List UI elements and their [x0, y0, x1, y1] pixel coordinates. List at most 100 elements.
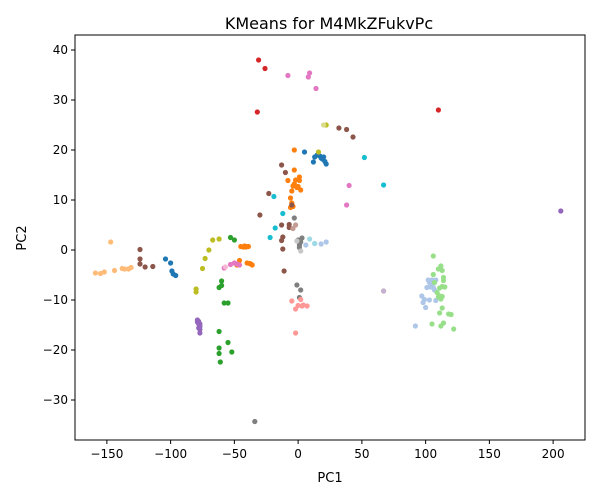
data-point — [254, 109, 260, 115]
data-point — [137, 246, 143, 253]
data-point — [442, 284, 448, 290]
cluster-0 — [162, 149, 329, 279]
data-point — [298, 248, 304, 254]
data-point — [256, 57, 262, 63]
data-point — [225, 300, 231, 306]
cluster-17 — [294, 238, 304, 254]
cluster-19 — [307, 236, 318, 247]
x-tick-label: −150 — [90, 447, 123, 461]
data-point — [137, 261, 143, 267]
data-point — [216, 236, 222, 242]
data-point — [412, 323, 418, 329]
data-point — [439, 305, 445, 311]
data-point — [267, 234, 273, 241]
cluster-18 — [321, 122, 327, 128]
data-point — [279, 222, 285, 228]
cluster-11 — [92, 239, 134, 277]
data-point — [217, 359, 223, 365]
y-axis: −30 −20 −10 0 10 20 30 40 — [43, 43, 75, 407]
data-point — [150, 263, 156, 270]
data-point — [173, 272, 179, 279]
data-point — [299, 235, 305, 241]
data-point — [282, 169, 288, 176]
data-point — [216, 345, 222, 351]
data-point — [285, 72, 291, 79]
data-points — [92, 57, 564, 425]
data-point — [221, 300, 227, 306]
data-point — [280, 246, 286, 252]
data-point — [437, 285, 443, 291]
x-tick-label: 50 — [354, 447, 369, 461]
data-point — [231, 237, 237, 243]
cluster-5 — [137, 125, 356, 274]
data-point — [290, 225, 296, 232]
x-tick-label: −100 — [154, 447, 187, 461]
data-point — [428, 284, 434, 290]
data-point — [101, 269, 107, 275]
x-tick-label: −50 — [222, 447, 247, 461]
x-tick-label: 0 — [294, 447, 302, 461]
cluster-12 — [429, 253, 457, 332]
data-point — [350, 134, 356, 140]
data-point — [111, 267, 118, 274]
data-point — [289, 188, 295, 194]
data-point — [279, 237, 285, 244]
cluster-3 — [254, 57, 441, 115]
data-point — [202, 255, 208, 262]
data-point — [219, 278, 225, 284]
cluster-4 — [194, 208, 564, 336]
data-point — [421, 296, 427, 303]
data-point — [225, 339, 231, 346]
data-point — [289, 202, 295, 208]
data-point — [291, 215, 297, 221]
data-point — [381, 182, 387, 188]
data-point — [323, 239, 329, 245]
data-point — [298, 296, 304, 303]
data-point — [92, 270, 98, 276]
data-point — [440, 274, 447, 281]
cluster-6 — [221, 70, 352, 271]
data-point — [300, 302, 306, 308]
data-point — [249, 262, 255, 268]
data-point — [210, 237, 216, 243]
data-point — [318, 241, 324, 247]
data-point — [430, 253, 436, 259]
data-point — [279, 162, 285, 168]
plot-frame — [74, 34, 586, 441]
data-point — [298, 187, 304, 193]
data-point — [197, 330, 203, 336]
data-point — [437, 310, 443, 316]
x-axis: −150 −100 −50 0 50 100 150 200 — [90, 440, 565, 461]
data-point — [321, 122, 327, 128]
data-point — [293, 330, 299, 336]
data-point — [285, 177, 291, 184]
data-point — [108, 239, 114, 245]
data-point — [227, 234, 234, 241]
x-tick-label: 150 — [478, 447, 501, 461]
x-tick-label: 200 — [542, 447, 565, 461]
data-point — [227, 261, 234, 268]
data-point — [431, 279, 438, 286]
data-point — [307, 236, 313, 242]
data-point — [344, 126, 350, 133]
data-point — [426, 297, 432, 303]
data-point — [323, 161, 329, 167]
data-point — [216, 328, 222, 335]
data-point — [315, 149, 322, 155]
data-point — [206, 247, 212, 253]
data-point — [430, 271, 436, 278]
data-point — [266, 190, 272, 197]
data-point — [281, 268, 287, 274]
cluster-13 — [289, 296, 310, 336]
data-point — [294, 282, 300, 288]
data-point — [312, 240, 318, 247]
data-point — [236, 262, 243, 268]
data-point — [439, 293, 445, 300]
data-point — [199, 265, 206, 272]
data-point — [301, 149, 308, 155]
cluster-15 — [290, 222, 299, 232]
data-point — [336, 125, 342, 131]
data-point — [440, 320, 447, 326]
data-point — [252, 418, 258, 425]
data-point — [294, 238, 300, 244]
